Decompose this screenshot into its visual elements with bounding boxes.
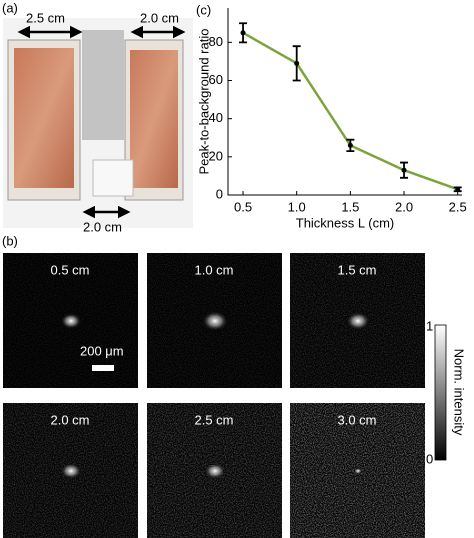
data-point (294, 60, 300, 66)
colorbar (434, 324, 447, 461)
focus-spot (60, 313, 82, 329)
panel-label: (b) (2, 233, 18, 248)
data-point (401, 167, 407, 173)
photo-label: 2.5 cm (26, 10, 65, 25)
y-tick-label: 20 (209, 148, 223, 163)
photo: 2.5 cm 2.0 cm 2.0 cm (3, 10, 193, 234)
colorbar-max: 1 (426, 318, 433, 333)
data-point (240, 30, 246, 36)
focus-spot (346, 312, 370, 330)
colorbar-label: Norm. intensity (452, 349, 467, 436)
scale-bar-label: 200 μm (80, 343, 124, 358)
x-tick-label: 0.5 (234, 199, 252, 214)
image-label: 1.5 cm (337, 262, 376, 277)
y-tick-label: 80 (209, 34, 223, 49)
y-tick-label: 0 (216, 186, 223, 201)
tissue-right (130, 50, 178, 188)
line-chart: 0 20 40 60 80 0.5 1.0 1.5 2.0 2.5 Thickness L (cm)… (196, 8, 467, 230)
tissue-left (14, 48, 74, 188)
image-label: 2.0 cm (50, 412, 89, 427)
axes (227, 8, 462, 196)
x-axis-label: Thickness L (cm) (296, 215, 394, 230)
x-tick-label: 2.0 (395, 199, 413, 214)
focus-spot (354, 468, 362, 474)
y-tick-label: 40 (209, 110, 223, 125)
data-point (347, 142, 353, 148)
x-tick-label: 1.5 (341, 199, 359, 214)
background-gap (82, 30, 124, 140)
image-label: 1.0 cm (194, 262, 233, 277)
data-point (455, 186, 461, 192)
focus-spot (60, 463, 82, 479)
data-line (242, 31, 459, 191)
focus-spot (204, 463, 226, 479)
panel-label: (a) (2, 0, 18, 15)
colorbar-min: 0 (426, 451, 433, 466)
image-label: 0.5 cm (50, 262, 89, 277)
photo-label: 2.0 cm (140, 10, 179, 25)
photo-label: 2.0 cm (83, 219, 122, 234)
focus-spot (202, 311, 228, 331)
panel-label: (c) (196, 2, 211, 17)
y-axis-label: Peak-to-background ratio (196, 29, 211, 175)
y-tick-label: 60 (209, 72, 223, 87)
x-tick-label: 2.5 (449, 199, 467, 214)
image-grid: 0.5 cm 1.0 cm 1.5 cm 2.0 cm 2.5 cm 3.0 cm 200 … (3, 253, 425, 538)
x-tick-label: 1.0 (288, 199, 306, 214)
scale-bar (92, 365, 114, 371)
image-label: 3.0 cm (337, 412, 376, 427)
cube (92, 159, 134, 197)
image-label: 2.5 cm (194, 412, 233, 427)
